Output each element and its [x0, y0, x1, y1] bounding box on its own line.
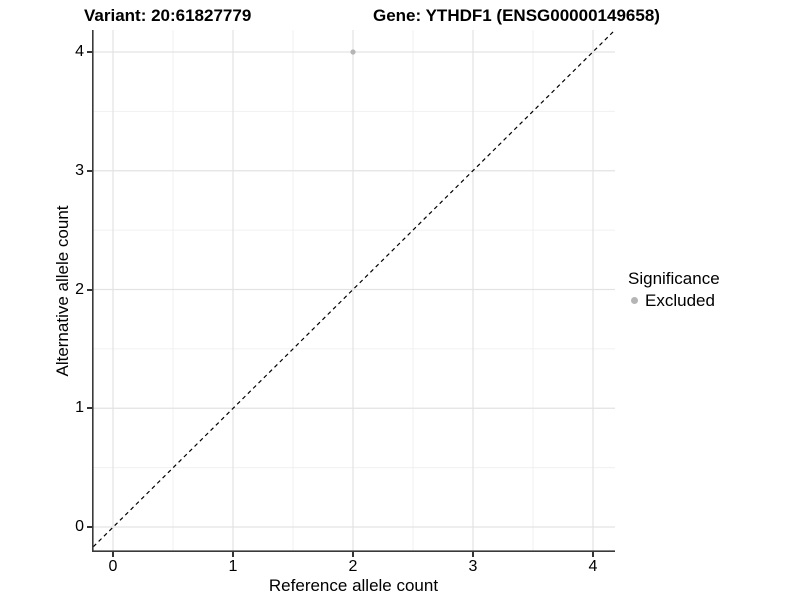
legend-items: Excluded	[628, 290, 720, 311]
plot-panel	[92, 30, 615, 552]
identity-line	[92, 30, 615, 549]
y-tick-mark	[87, 169, 92, 172]
gene-title: Gene: YTHDF1 (ENSG00000149658)	[373, 6, 660, 25]
x-tick-label: 4	[588, 558, 598, 575]
y-tick-mark	[87, 288, 92, 291]
x-tick-label: 1	[228, 558, 238, 575]
y-tick-label: 2	[75, 280, 84, 298]
x-tick-mark	[472, 552, 474, 557]
x-axis-title: Reference allele count	[268, 576, 439, 595]
x-tick-label: 3	[468, 558, 478, 575]
legend-item: Excluded	[628, 290, 720, 311]
plot-canvas	[92, 30, 615, 552]
x-tick-mark	[592, 552, 594, 557]
legend-key-dot-icon	[631, 297, 638, 305]
x-tick-mark	[352, 552, 354, 557]
data-point	[350, 49, 356, 55]
y-axis-title: Alternative allele count	[53, 205, 72, 377]
y-tick-label: 1	[75, 399, 84, 417]
x-tick-mark	[112, 552, 114, 557]
legend: Significance Excluded	[628, 268, 720, 312]
y-tick-mark	[87, 51, 92, 53]
y-tick-mark	[87, 407, 92, 410]
y-tick-label: 3	[75, 161, 84, 179]
legend-title: Significance	[628, 269, 720, 288]
variant-title: Variant: 20:61827779	[84, 6, 252, 25]
y-tick-label: 4	[75, 43, 84, 60]
y-tick-label: 0	[75, 518, 84, 535]
x-tick-mark	[232, 552, 234, 557]
x-tick-label: 2	[348, 558, 358, 575]
y-tick-mark	[87, 526, 92, 528]
legend-item-label: Excluded	[645, 291, 715, 311]
x-tick-label: 0	[108, 558, 118, 575]
